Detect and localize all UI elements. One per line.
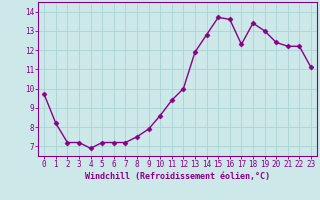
- X-axis label: Windchill (Refroidissement éolien,°C): Windchill (Refroidissement éolien,°C): [85, 172, 270, 181]
